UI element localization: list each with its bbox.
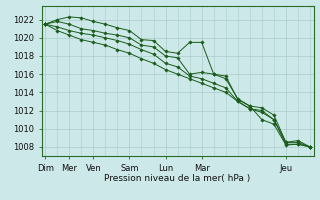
- X-axis label: Pression niveau de la mer( hPa ): Pression niveau de la mer( hPa ): [104, 174, 251, 183]
